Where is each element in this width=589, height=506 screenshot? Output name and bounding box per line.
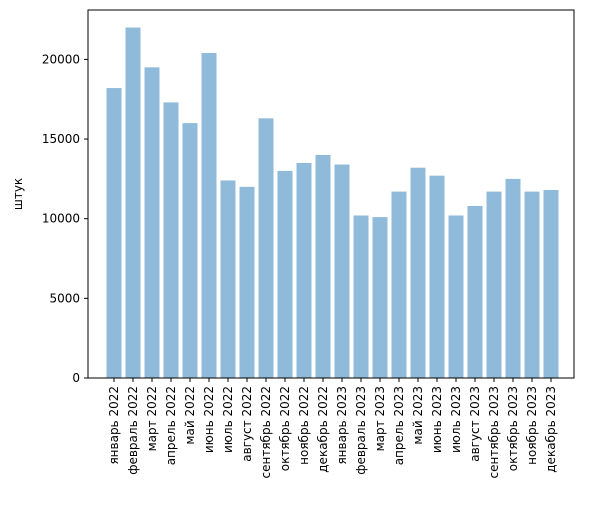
x-tick-label: январь 2023 <box>335 386 349 465</box>
x-tick-label: июнь 2023 <box>430 386 444 453</box>
x-tick-label: сентябрь 2022 <box>259 386 273 478</box>
x-tick-label: ноябрь 2022 <box>297 386 311 465</box>
x-tick-label: июнь 2022 <box>202 386 216 453</box>
x-tick-label: март 2023 <box>373 386 387 451</box>
bar <box>372 217 388 378</box>
bar <box>353 215 369 378</box>
x-tick-label: август 2022 <box>240 386 254 462</box>
bar <box>391 191 407 378</box>
bar <box>315 154 331 378</box>
x-tick-label: апрель 2022 <box>164 386 178 465</box>
bar <box>125 27 141 379</box>
y-tick-label: 20000 <box>42 52 80 66</box>
y-axis: 0 5000 10000 15000 20000 <box>42 52 88 385</box>
x-tick-label: октябрь 2023 <box>506 386 520 471</box>
x-tick-label: декабрь 2022 <box>316 386 330 473</box>
bar <box>543 190 559 378</box>
bar <box>258 118 274 378</box>
y-tick-label: 5000 <box>49 291 80 305</box>
bar <box>163 102 179 379</box>
x-tick-label: февраль 2023 <box>354 386 368 475</box>
bar <box>448 215 464 378</box>
bar <box>296 162 312 378</box>
bar <box>410 167 426 378</box>
bar <box>201 53 217 378</box>
y-tick-label: 10000 <box>42 212 80 226</box>
bars-group <box>106 27 559 379</box>
bar <box>220 180 236 378</box>
x-axis: январь 2022 февраль 2022 март 2022 апрель 2… <box>107 378 558 478</box>
bar <box>334 164 350 378</box>
bar <box>182 123 198 379</box>
x-tick-label: май 2023 <box>411 386 425 445</box>
x-tick-label: январь 2022 <box>107 386 121 465</box>
bar <box>106 88 122 378</box>
x-tick-label: март 2022 <box>145 386 159 451</box>
plot-frame <box>87 9 575 379</box>
x-tick-label: ноябрь 2023 <box>525 386 539 465</box>
bar <box>277 170 293 378</box>
bar <box>429 175 445 378</box>
x-tick-label: июль 2022 <box>221 386 235 453</box>
bar <box>144 67 160 378</box>
x-tick-label: июль 2023 <box>449 386 463 453</box>
y-tick-label: 0 <box>72 371 80 385</box>
bar <box>467 205 483 378</box>
y-axis-label: штук <box>11 178 25 210</box>
x-tick-label: декабрь 2023 <box>544 386 558 473</box>
x-tick-label: февраль 2022 <box>126 386 140 475</box>
x-tick-label: апрель 2023 <box>392 386 406 465</box>
bar <box>239 186 255 378</box>
bar <box>486 191 502 378</box>
bar <box>524 191 540 378</box>
x-tick-label: октябрь 2022 <box>278 386 292 471</box>
bar <box>505 178 521 378</box>
x-tick-label: май 2022 <box>183 386 197 445</box>
x-tick-label: сентябрь 2023 <box>487 386 501 478</box>
x-tick-label: август 2023 <box>468 386 482 462</box>
y-tick-label: 15000 <box>42 132 80 146</box>
